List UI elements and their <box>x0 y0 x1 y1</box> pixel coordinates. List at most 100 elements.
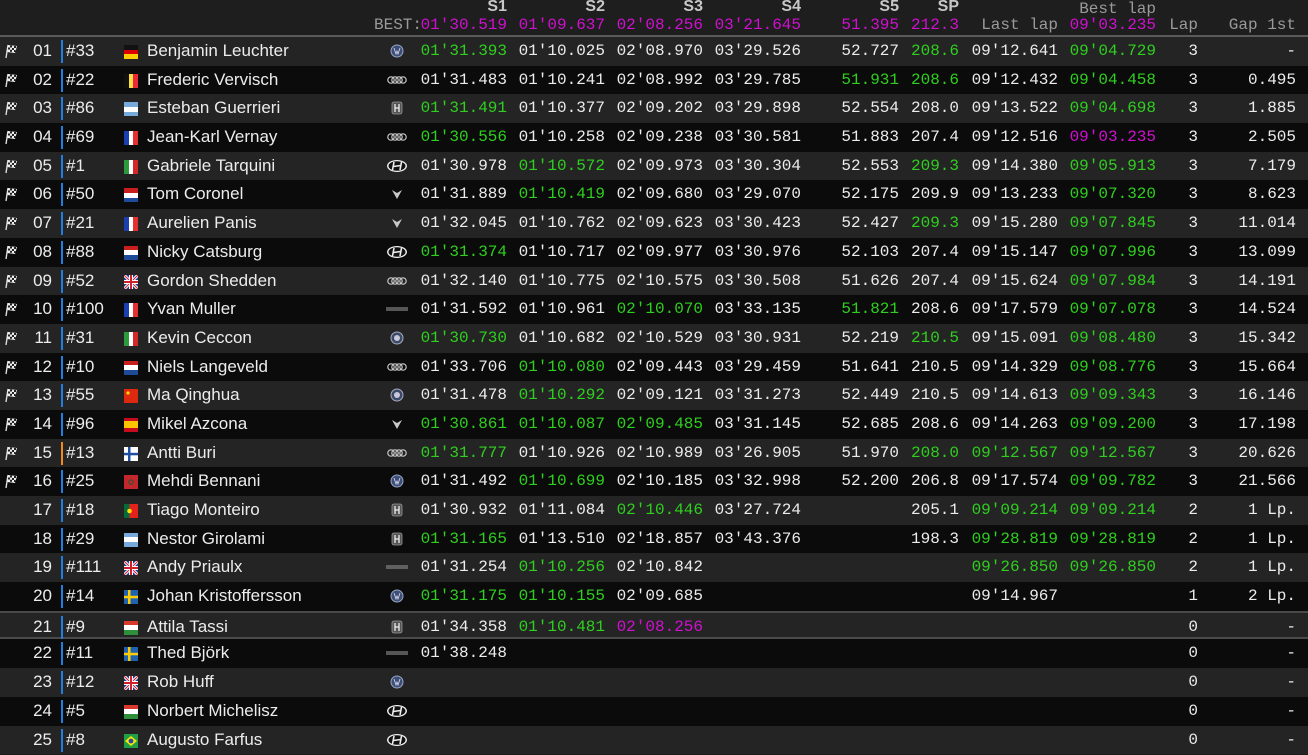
s1-time: 01'31.491 <box>420 99 507 118</box>
s3-time: 02'09.973 <box>616 156 703 175</box>
col-s4-header[interactable]: S4 <box>781 0 801 15</box>
col-last-lap-header[interactable]: Last lap <box>981 16 1058 34</box>
table-row[interactable]: 05 #1 Gabriele Tarquini 01'30.978 01'10.572 0… <box>0 151 1308 181</box>
driver-name[interactable]: Thed Björk <box>147 643 230 663</box>
driver-name[interactable]: Gabriele Tarquini <box>147 155 276 175</box>
s4-time: 03'31.273 <box>714 386 801 405</box>
table-row[interactable]: 25 #8 Augusto Farfus 0 - <box>0 725 1308 755</box>
driver-name[interactable]: Esteban Guerrieri <box>147 98 281 118</box>
lap-count: 0 <box>1188 617 1198 636</box>
driver-name[interactable]: Frederic Vervisch <box>147 69 279 89</box>
lap-count: 3 <box>1188 242 1198 261</box>
driver-name[interactable]: Gordon Shedden <box>147 270 277 290</box>
driver-name[interactable]: Attila Tassi <box>147 616 228 636</box>
flag-fr-icon <box>124 303 138 318</box>
status-bar <box>61 126 63 150</box>
audi-logo-icon <box>385 72 409 88</box>
flag-br-icon <box>124 733 138 748</box>
driver-name[interactable]: Johan Kristoffersson <box>147 586 302 606</box>
driver-name[interactable]: Mikel Azcona <box>147 413 248 433</box>
last-time: 09'14.380 <box>971 156 1058 175</box>
driver-name[interactable]: Nicky Catsburg <box>147 241 263 261</box>
table-row[interactable]: 02 #22 Frederic Vervisch 01'31.483 01'10.241… <box>0 65 1308 95</box>
driver-name[interactable]: Kevin Ceccon <box>147 327 252 347</box>
col-s3-header[interactable]: S3 <box>683 0 703 15</box>
checkered-flag-icon <box>3 416 19 432</box>
driver-name[interactable]: Rob Huff <box>147 672 214 692</box>
last-time: 09'15.280 <box>971 214 1058 233</box>
driver-name[interactable]: Norbert Michelisz <box>147 700 279 720</box>
driver-name[interactable]: Andy Priaulx <box>147 557 243 577</box>
driver-name[interactable]: Antti Buri <box>147 442 216 462</box>
table-row[interactable]: 04 #69 Jean-Karl Vernay 01'30.556 01'10.258 0… <box>0 123 1308 152</box>
s2-time: 01'10.080 <box>518 357 605 376</box>
table-row[interactable]: 12 #10 Niels Langeveld 01'33.706 01'10.080 02… <box>0 352 1308 382</box>
table-row[interactable]: 22 #11 Thed Björk 01'38.248 0 - <box>0 639 1308 669</box>
table-row[interactable]: 08 #88 Nicky Catsburg 01'31.374 01'10.717 02'… <box>0 237 1308 267</box>
table-row[interactable]: 19 #111 Andy Priaulx 01'31.254 01'10.256 02'1… <box>0 553 1308 583</box>
table-row[interactable]: 07 #21 Aurelien Panis 01'32.045 01'10.762 02'… <box>0 209 1308 238</box>
table-row[interactable]: 11 #31 Kevin Ceccon 01'30.730 01'10.682 02'10… <box>0 323 1308 353</box>
col-sp-header[interactable]: SP <box>937 0 959 15</box>
sp-time: 210.5 <box>910 386 959 405</box>
car-number: #12 <box>66 672 95 692</box>
col-s1-header[interactable]: S1 <box>487 0 507 15</box>
table-row[interactable]: 18 #29 Nestor Girolami 01'31.165 01'13.510 02… <box>0 524 1308 554</box>
col-lap-header[interactable]: Lap <box>1169 16 1198 34</box>
s1-time: 01'31.374 <box>420 242 507 261</box>
driver-name[interactable]: Tiago Monteiro <box>147 500 260 519</box>
table-row[interactable]: 09 #52 Gordon Shedden 01'32.140 01'10.775 02'… <box>0 266 1308 296</box>
best-time: 09'07.078 <box>1069 300 1156 319</box>
position: 08 <box>33 241 52 261</box>
driver-name[interactable]: Yvan Muller <box>147 299 236 319</box>
car-number: #10 <box>66 356 95 376</box>
driver-name[interactable]: Aurelien Panis <box>147 213 257 233</box>
lap-count: 1 <box>1188 587 1198 606</box>
table-row[interactable]: 15 #13 Antti Buri 01'31.777 01'10.926 02'10.9… <box>0 438 1308 468</box>
s2-time: 01'10.025 <box>518 42 605 60</box>
driver-name[interactable]: Benjamin Leuchter <box>147 41 289 60</box>
best-s3: 02'08.256 <box>616 16 703 34</box>
driver-name[interactable]: Jean-Karl Vernay <box>147 127 278 147</box>
table-row[interactable]: 17 #18 Tiago Monteiro 01'30.932 01'11.084 02'… <box>0 496 1308 525</box>
gap-to-first: 2.505 <box>1247 128 1296 147</box>
audi-logo-icon <box>385 129 409 145</box>
col-gap-header[interactable]: Gap 1st <box>1228 16 1296 34</box>
col-s2-header[interactable]: S2 <box>585 0 605 15</box>
gap-to-first: 11.014 <box>1238 214 1296 233</box>
gap-to-first: 1 Lp. <box>1247 529 1296 548</box>
table-row[interactable]: 14 #96 Mikel Azcona 01'30.861 01'10.087 02'09… <box>0 409 1308 439</box>
last-time: 09'12.516 <box>971 128 1058 147</box>
col-best-lap-header[interactable]: Best lap <box>1079 0 1156 18</box>
table-row[interactable]: 21 #9 Attila Tassi 01'34.358 01'10.481 02'08.… <box>0 610 1308 640</box>
status-bar <box>61 355 63 379</box>
s2-time: 01'10.682 <box>518 328 605 347</box>
table-row[interactable]: 16 #25 Mehdi Bennani 01'31.492 01'10.699 02'1… <box>0 467 1308 496</box>
s1-time: 01'30.556 <box>420 128 507 147</box>
audi-logo-icon <box>385 273 409 289</box>
table-row[interactable]: 06 #50 Tom Coronel 01'31.889 01'10.419 02'09.… <box>0 180 1308 210</box>
table-row[interactable]: 20 #14 Johan Kristoffersson 01'31.175 01'10.… <box>0 582 1308 611</box>
sp-time: 207.4 <box>910 128 959 147</box>
table-row[interactable]: 10 #100 Yvan Muller 01'31.592 01'10.961 02'10… <box>0 295 1308 324</box>
table-row[interactable]: 01 #33 Benjamin Leuchter 01'31.393 01'10.025… <box>0 37 1308 66</box>
driver-name[interactable]: Augusto Farfus <box>147 729 263 749</box>
car-number: #55 <box>66 385 95 405</box>
flag-fr-icon <box>124 131 138 146</box>
driver-name[interactable]: Tom Coronel <box>147 184 244 204</box>
table-row[interactable]: 13 #55 Ma Qinghua 01'31.478 01'10.292 02'09.1… <box>0 381 1308 410</box>
s1-time: 01'32.045 <box>420 214 507 233</box>
driver-name[interactable]: Ma Qinghua <box>147 385 240 405</box>
sp-time: 208.6 <box>910 42 959 60</box>
table-row[interactable]: 24 #5 Norbert Michelisz 0 - <box>0 696 1308 726</box>
car-number: #25 <box>66 471 95 491</box>
driver-name[interactable]: Niels Langeveld <box>147 356 268 376</box>
col-s5-header[interactable]: S5 <box>879 0 899 15</box>
status-bar <box>61 298 63 322</box>
lap-count: 3 <box>1188 328 1198 347</box>
driver-name[interactable]: Nestor Girolami <box>147 528 266 548</box>
table-row[interactable]: 03 #86 Esteban Guerrieri 01'31.491 01'10.377… <box>0 94 1308 124</box>
table-row[interactable]: 23 #12 Rob Huff 0 - <box>0 668 1308 697</box>
driver-name[interactable]: Mehdi Bennani <box>147 471 261 491</box>
last-time: 09'12.641 <box>971 42 1058 60</box>
